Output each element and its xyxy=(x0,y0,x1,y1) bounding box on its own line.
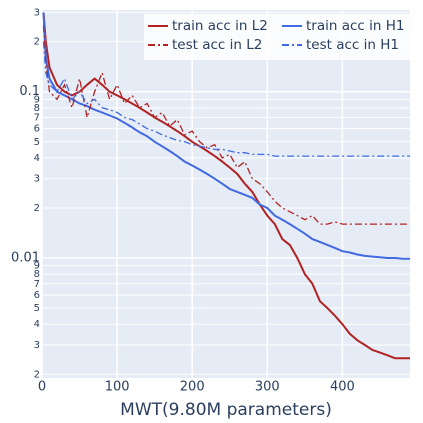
x-tick-label: 400 xyxy=(330,380,355,395)
legend-label: train acc in L2 xyxy=(172,18,268,34)
plot-background xyxy=(42,10,410,378)
y-tick-label: 0.1 xyxy=(19,84,40,99)
y-tick-label: 3 xyxy=(34,340,40,351)
legend: train acc in L2 train acc in H1 test acc i… xyxy=(144,14,410,60)
x-tick-label: 100 xyxy=(105,380,130,395)
y-tick-label: 7 xyxy=(34,279,40,290)
y-tick-label: 9 xyxy=(34,94,40,105)
x-tick-label: 0 xyxy=(38,380,46,395)
y-tick-label: 2 xyxy=(34,369,40,380)
series-line xyxy=(42,12,410,260)
legend-box xyxy=(144,14,410,60)
y-tick-label: 2 xyxy=(34,37,40,48)
y-tick-label: 8 xyxy=(34,103,40,114)
lines xyxy=(42,12,410,360)
y-tick-label: 5 xyxy=(34,137,40,148)
y-tick-label: 7 xyxy=(34,112,40,123)
series-line xyxy=(42,41,410,157)
series-line xyxy=(42,12,410,360)
grid xyxy=(41,10,410,378)
legend-label: test acc in H1 xyxy=(306,37,399,53)
legend-label: test acc in L2 xyxy=(172,37,262,53)
y-tick-label: 3 xyxy=(34,7,40,18)
y-tick-label: 2 xyxy=(34,203,40,214)
x-axis-label: MWT(9.80M parameters) xyxy=(120,400,332,420)
x-tick-label: 200 xyxy=(180,380,205,395)
x-tick-label: 300 xyxy=(255,380,280,395)
y-tick-label: 8 xyxy=(34,269,40,280)
y-tick-label: 4 xyxy=(34,153,40,164)
y-tick-label: 0.01 xyxy=(11,251,40,266)
legend-label: train acc in H1 xyxy=(306,18,404,34)
y-tick-label: 5 xyxy=(34,303,40,314)
y-tick-label: 3 xyxy=(34,174,40,185)
y-tick-label: 6 xyxy=(34,124,40,135)
y-tick-label: 6 xyxy=(34,290,40,301)
series-line xyxy=(42,25,410,225)
y-tick-label: 4 xyxy=(34,319,40,330)
y-tick-label: 9 xyxy=(34,261,40,272)
